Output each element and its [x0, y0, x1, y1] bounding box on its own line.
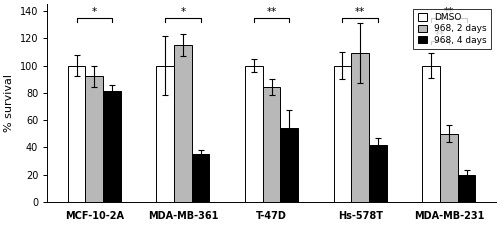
- Bar: [156, 65, 174, 202]
- Bar: [440, 134, 458, 202]
- Bar: [68, 65, 86, 202]
- Bar: [192, 154, 210, 202]
- Y-axis label: % survival: % survival: [4, 74, 14, 132]
- Text: **: **: [444, 7, 454, 17]
- Bar: [352, 53, 369, 202]
- Bar: [103, 91, 121, 202]
- Bar: [458, 175, 475, 202]
- Bar: [245, 65, 262, 202]
- Text: **: **: [266, 7, 276, 17]
- Text: **: **: [435, 30, 445, 40]
- Text: **: **: [355, 7, 366, 17]
- Bar: [86, 76, 103, 202]
- Legend: DMSO, 968, 2 days, 968, 4 days: DMSO, 968, 2 days, 968, 4 days: [414, 9, 492, 49]
- Bar: [280, 128, 298, 202]
- Text: *: *: [180, 7, 186, 17]
- Bar: [262, 87, 280, 202]
- Bar: [422, 65, 440, 202]
- Text: *: *: [92, 7, 97, 17]
- Bar: [369, 144, 387, 202]
- Bar: [334, 65, 351, 202]
- Bar: [174, 45, 192, 202]
